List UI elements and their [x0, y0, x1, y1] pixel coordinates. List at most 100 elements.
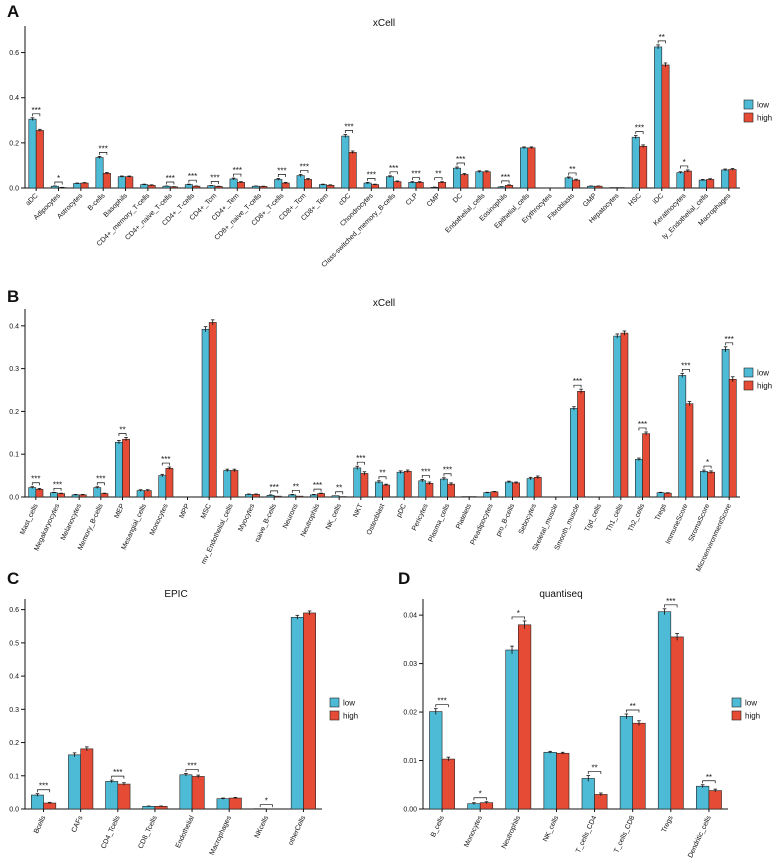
pa-significance-bracket [434, 177, 443, 181]
pb-bar-low [483, 492, 492, 498]
pd-error-bar [624, 713, 629, 719]
pb-significance-label: * [706, 458, 709, 467]
pc-bar-low [216, 798, 230, 810]
pb-significance-bracket [421, 475, 430, 478]
pb-category-label: Monocytes [149, 502, 170, 536]
pb-significance-label: *** [681, 361, 690, 370]
pd-y-tick-label: 0.00 [403, 807, 417, 814]
pa-significance-label: *** [32, 106, 41, 115]
pa-error-bar [395, 180, 400, 183]
pb-error-bar [485, 491, 490, 494]
pc-error-bar [221, 797, 225, 800]
pd-legend-swatch-high [731, 710, 742, 721]
pd-bar-high [518, 624, 532, 810]
pb-category-label: Mast_cells [19, 502, 40, 535]
pa-error-bar [328, 184, 333, 186]
pd-category-label: Dendritic_cells [687, 814, 713, 859]
pa-error-bar [388, 175, 392, 178]
pb-category-label: Pericytes [411, 502, 430, 532]
pb-bar-high [317, 493, 325, 498]
pc-error-bar [147, 805, 151, 807]
pa-error-bar [574, 178, 578, 182]
pa-significance-bracket [657, 40, 666, 44]
pb-significance-bracket [31, 482, 40, 486]
pa-bar-high [393, 181, 402, 189]
panel-letter-c: C [7, 569, 19, 588]
pb-error-bar [138, 489, 143, 492]
pb-bar-low [50, 492, 58, 498]
pb-error-bar [442, 477, 446, 481]
pb-error-bar [362, 471, 367, 476]
pa-significance-bracket [188, 179, 197, 183]
panel-d-plot: 0.000.010.020.030.04B_cells***Monocytes*… [403, 597, 760, 859]
pc-legend-label-low: low [343, 699, 355, 708]
pa-bar-low [520, 147, 529, 189]
pc-bar-high [228, 797, 242, 810]
pa-significance-bracket [344, 130, 354, 134]
pa-bar-high [102, 173, 111, 189]
pb-significance-bracket [313, 488, 322, 492]
pb-significance-label: ** [336, 484, 342, 493]
pa-bar-low [564, 177, 573, 189]
pb-category-label: Osteoblast [366, 503, 387, 536]
pb-error-bar [102, 492, 107, 495]
pa-bar-high [125, 176, 134, 189]
pc-category-label: CD8_Tcells [137, 814, 159, 849]
pa-bar-high [572, 179, 581, 189]
pd-significance-label: *** [666, 597, 675, 606]
pd-category-label: Monocytes [463, 814, 484, 848]
pb-error-bar [702, 469, 706, 473]
pb-error-bar [247, 493, 251, 495]
pb-error-bar [225, 468, 230, 472]
pb-bar-low [375, 481, 383, 498]
pa-bar-low [162, 185, 171, 189]
pd-y-tick-label: 0.01 [403, 758, 417, 765]
pa-bar-low [140, 184, 149, 189]
pc-category-label: Bcells [33, 814, 47, 834]
pb-error-bar [254, 493, 258, 495]
pc-bar-low [105, 781, 119, 810]
pb-error-bar [160, 473, 165, 477]
pa-significance-bracket [300, 170, 309, 173]
pb-legend-swatch-low [743, 367, 754, 378]
pc-category-label: Endothelial [175, 814, 196, 849]
pa-bar-low [654, 46, 663, 189]
pa-significance-label: *** [166, 174, 175, 183]
pb-bar-high [403, 471, 412, 498]
pa-bar-low [251, 185, 260, 189]
pb-bar-low [201, 328, 210, 498]
pb-error-bar [95, 486, 100, 489]
pb-error-bar [37, 488, 42, 491]
pd-bar-high [670, 636, 684, 810]
pd-category-label: T_cells_CD4 [575, 815, 598, 854]
pb-significance-label: *** [96, 475, 105, 484]
pd-error-bar [560, 751, 565, 755]
pa-significance-bracket [32, 113, 41, 117]
pa-error-bar [700, 179, 705, 181]
pa-bar-low [698, 179, 707, 189]
pa-error-bar [462, 173, 467, 176]
pb-error-bar [210, 319, 215, 325]
pc-y-tick-label: 0.3 [9, 707, 19, 714]
pa-error-bar [306, 178, 310, 181]
pb-significance-label: *** [269, 483, 278, 492]
pb-significance-bracket [96, 482, 105, 486]
pa-error-bar [440, 181, 444, 184]
pd-bar-high [708, 790, 722, 810]
pb-significance-bracket [443, 473, 452, 477]
pc-error-bar [47, 801, 52, 804]
pa-legend-label-low: low [757, 101, 769, 110]
pd-bar-low [619, 716, 633, 810]
pa-bar-high [683, 170, 692, 189]
pb-error-bar [290, 494, 295, 496]
pd-error-bar [446, 756, 451, 762]
pc-error-bar [307, 610, 312, 615]
pb-error-bar [665, 492, 670, 494]
pb-error-bar [427, 481, 432, 485]
pb-y-tick-label: 0.0 [9, 495, 19, 502]
pd-bar-low [657, 611, 672, 810]
pa-bar-high [348, 152, 357, 189]
pd-legend-swatch-low [731, 697, 742, 708]
pa-error-bar [529, 146, 534, 149]
pc-error-bar [109, 779, 114, 783]
